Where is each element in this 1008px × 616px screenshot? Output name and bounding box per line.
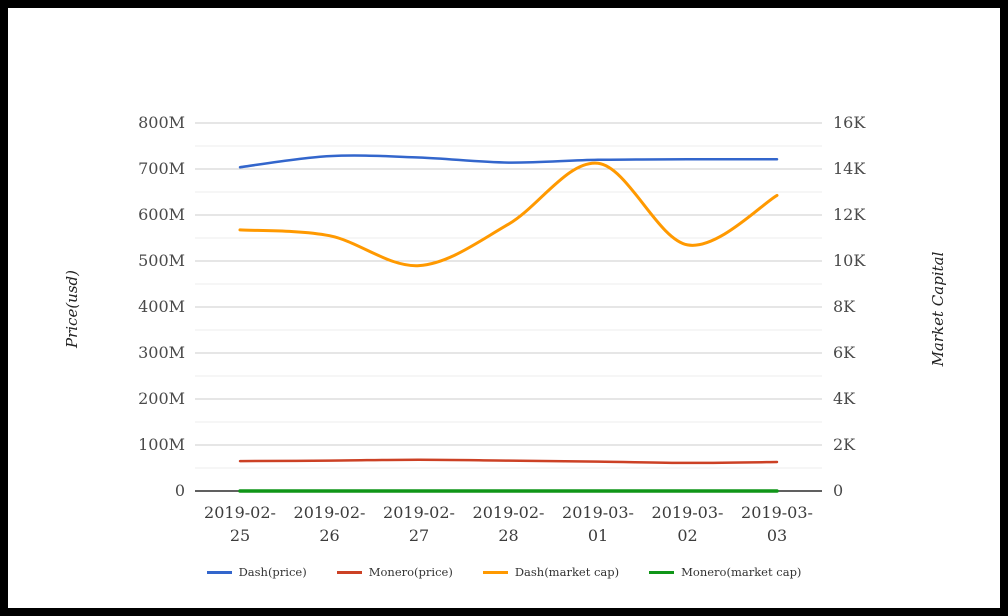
legend-swatch (336, 570, 362, 574)
legend-swatch (649, 570, 675, 574)
left-axis-title: Price(usd) (63, 270, 81, 349)
x-tick-label: 2019-03-02 (651, 503, 724, 546)
right-tick-label: 2K (833, 435, 856, 454)
x-tick-label: 2019-02-28 (472, 503, 545, 546)
left-tick-label: 400M (138, 297, 185, 316)
legend-label: Monero(market cap) (681, 565, 802, 579)
left-tick-label: 800M (138, 113, 185, 132)
right-tick-label: 12K (833, 205, 866, 224)
legend-label: Dash(market cap) (514, 565, 620, 579)
right-tick-label: 4K (833, 389, 856, 408)
series-line-dash-market-cap (238, 161, 779, 268)
legend-item-dash-price: Dash(price) (206, 565, 307, 579)
legend-item-monero-market-cap: Monero(market cap) (649, 565, 801, 579)
series-line-dash-price (238, 154, 779, 169)
x-tick-label: 2019-02-27 (383, 503, 455, 546)
chart-legend: Dash(price) Monero(price) Dash(market cap)… (0, 565, 1008, 579)
right-tick-label: 14K (833, 159, 866, 178)
right-axis-title: Market Capital (929, 251, 947, 367)
right-tick-label: 10K (833, 251, 866, 270)
left-tick-label: 700M (138, 159, 185, 178)
x-tick-label: 2019-03-01 (562, 503, 634, 546)
right-tick-label: 16K (833, 113, 866, 132)
legend-swatch (482, 570, 508, 574)
right-tick-label: 6K (833, 343, 856, 362)
right-tick-label: 0 (833, 481, 844, 500)
legend-swatch (206, 570, 232, 574)
left-tick-label: 300M (138, 343, 185, 362)
x-tick-label: 2019-02-25 (204, 503, 276, 546)
left-tick-label: 0 (174, 481, 185, 500)
legend-item-monero-price: Monero(price) (336, 565, 453, 579)
legend-label: Monero(price) (368, 565, 453, 579)
right-tick-label: 8K (833, 297, 856, 316)
left-tick-label: 200M (138, 389, 185, 408)
series-line-monero-price (238, 458, 779, 465)
legend-item-dash-market-cap: Dash(market cap) (482, 565, 620, 579)
left-tick-label: 500M (138, 251, 185, 270)
left-tick-label: 100M (138, 435, 185, 454)
x-tick-label: 2019-03-03 (741, 503, 813, 546)
legend-label: Dash(price) (238, 565, 307, 579)
left-tick-label: 600M (138, 205, 185, 224)
x-tick-label: 2019-02-26 (293, 503, 366, 546)
